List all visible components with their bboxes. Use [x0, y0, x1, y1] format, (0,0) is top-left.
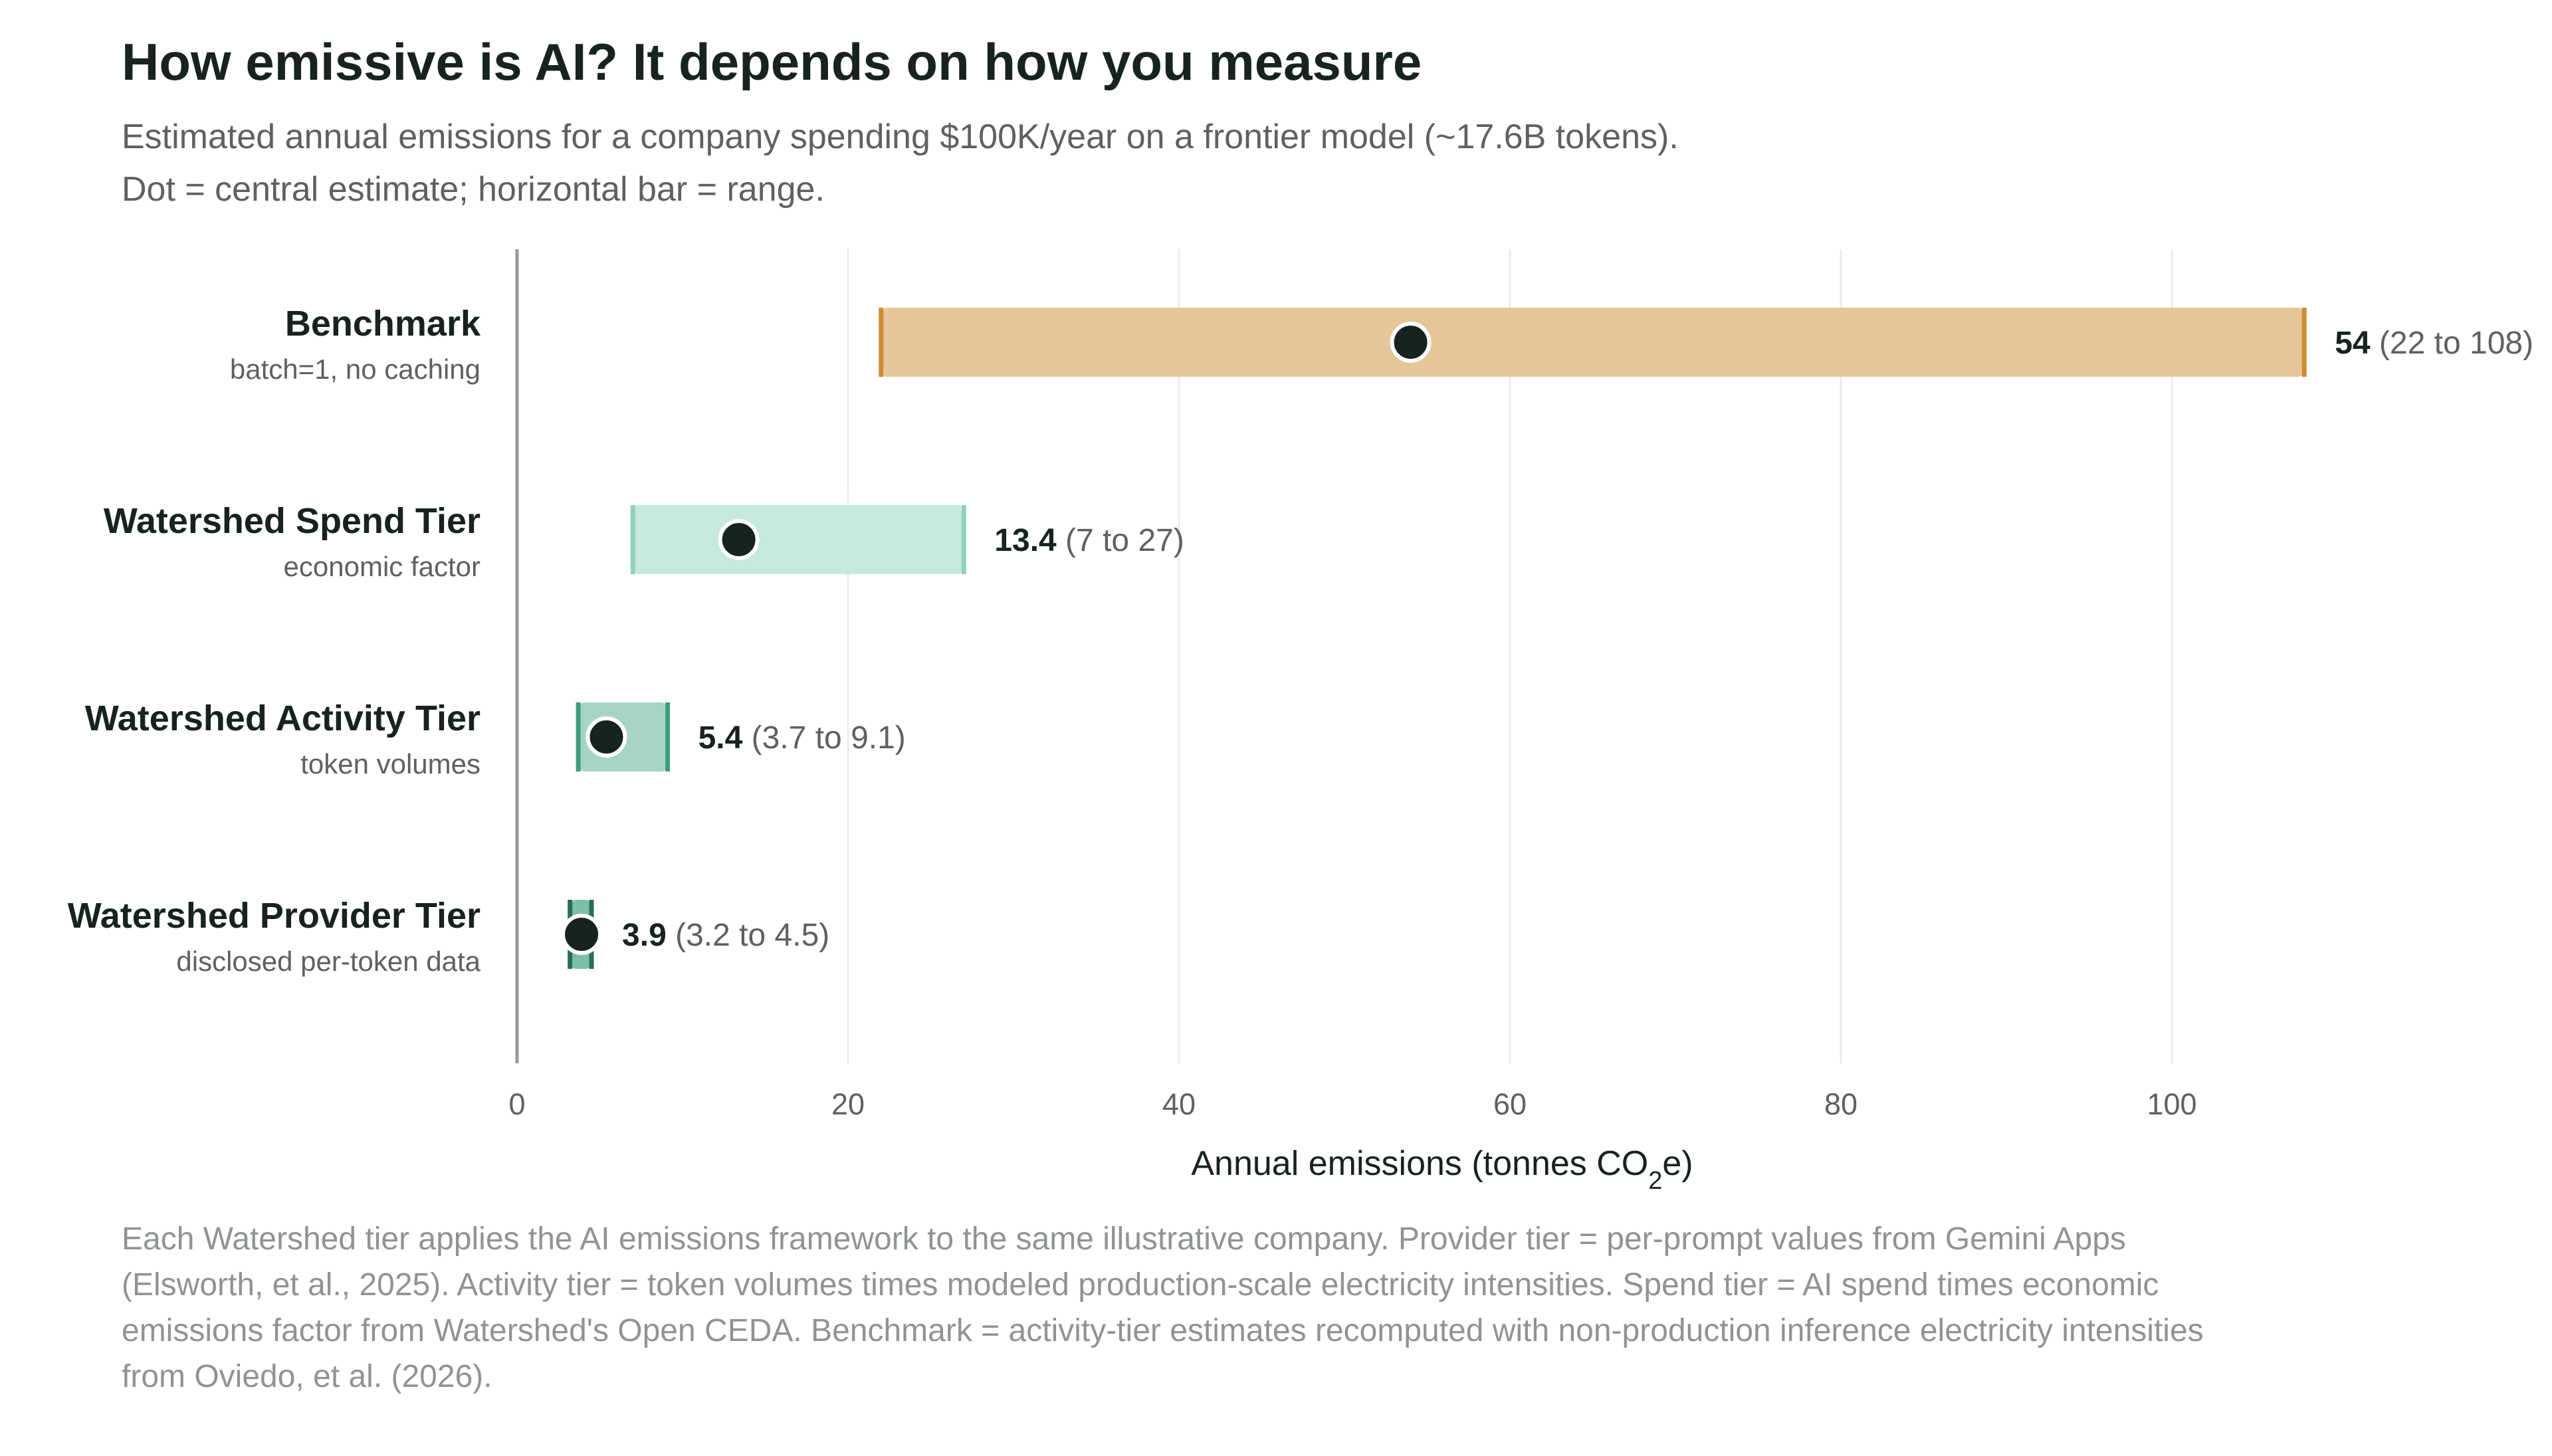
- central-estimate-dot: [561, 914, 603, 955]
- x-tick-label-80: 80: [1824, 1087, 1858, 1121]
- row-watershed-provider-tier: 3.9 (3.2 to 4.5): [561, 900, 829, 969]
- row-label: Watershed Provider Tier: [68, 896, 480, 936]
- x-tick-label-40: 40: [1162, 1087, 1196, 1121]
- x-tick-label-20: 20: [831, 1087, 865, 1121]
- footnote: Each Watershed tier applies the AI emiss…: [122, 1221, 2204, 1394]
- row-sublabel: disclosed per-token data: [176, 946, 480, 977]
- value-range: (22 to 108): [2371, 326, 2533, 361]
- chart-subtitle-line-2: Dot = central estimate; horizontal bar =…: [122, 170, 825, 209]
- row-sublabel: batch=1, no caching: [230, 354, 480, 385]
- x-axis-label-subscript: 2: [1648, 1167, 1662, 1195]
- value-label: 5.4 (3.7 to 9.1): [698, 720, 906, 756]
- value-range: (3.2 to 4.5): [667, 918, 829, 953]
- x-tick-label-100: 100: [2147, 1087, 2196, 1121]
- range-dot-chart: 54 (22 to 108) 13.4 (7 to 27) 5.4 (3.7 to …: [68, 249, 2533, 1195]
- chart-title: How emissive is AI? It depends on how yo…: [122, 33, 1422, 91]
- x-axis-ticks: 0 20 40 60 80 100: [508, 1087, 2196, 1121]
- x-axis-label-suffix: e): [1662, 1144, 1693, 1183]
- row-label-benchmark: Benchmark batch=1, no caching: [230, 304, 481, 385]
- chart-subtitle-line-1: Estimated annual emissions for a company…: [122, 118, 1679, 156]
- gridlines: [847, 249, 2173, 1063]
- range-bars: 54 (22 to 108) 13.4 (7 to 27) 5.4 (3.7 to …: [561, 308, 2533, 969]
- central-estimate-dot: [1390, 322, 1432, 363]
- value-central: 54: [2335, 326, 2371, 361]
- row-label: Watershed Spend Tier: [104, 501, 480, 541]
- value-range: (7 to 27): [1057, 523, 1184, 558]
- x-axis-label-prefix: Annual emissions (tonnes CO: [1191, 1144, 1648, 1183]
- row-label: Benchmark: [285, 304, 481, 344]
- row-watershed-activity-tier: 5.4 (3.7 to 9.1): [576, 702, 906, 772]
- row-watershed-spend-tier: 13.4 (7 to 27): [630, 505, 1184, 574]
- value-central: 5.4: [698, 720, 743, 756]
- row-labels: Benchmark batch=1, no caching Watershed Sp…: [68, 304, 481, 977]
- row-label-watershed-spend-tier: Watershed Spend Tier economic factor: [104, 501, 480, 582]
- x-tick-label-60: 60: [1493, 1087, 1527, 1121]
- row-label-watershed-activity-tier: Watershed Activity Tier token volumes: [85, 698, 480, 780]
- value-central: 13.4: [994, 523, 1057, 558]
- x-axis-label: Annual emissions (tonnes CO2e): [1191, 1144, 1693, 1195]
- range-bar: [633, 505, 964, 574]
- value-central: 3.9: [622, 918, 667, 953]
- value-label: 13.4 (7 to 27): [994, 523, 1184, 558]
- central-estimate-dot: [718, 519, 760, 560]
- row-sublabel: economic factor: [284, 551, 480, 582]
- x-tick-label-0: 0: [508, 1087, 525, 1121]
- value-label: 54 (22 to 108): [2335, 326, 2533, 361]
- row-label: Watershed Activity Tier: [85, 698, 480, 738]
- row-label-watershed-provider-tier: Watershed Provider Tier disclosed per-tok…: [68, 896, 481, 977]
- central-estimate-dot: [585, 716, 627, 758]
- value-range: (3.7 to 9.1): [742, 720, 905, 756]
- range-bar: [881, 308, 2305, 377]
- row-benchmark: 54 (22 to 108): [879, 308, 2533, 377]
- value-label: 3.9 (3.2 to 4.5): [622, 918, 829, 953]
- row-sublabel: token volumes: [300, 748, 480, 780]
